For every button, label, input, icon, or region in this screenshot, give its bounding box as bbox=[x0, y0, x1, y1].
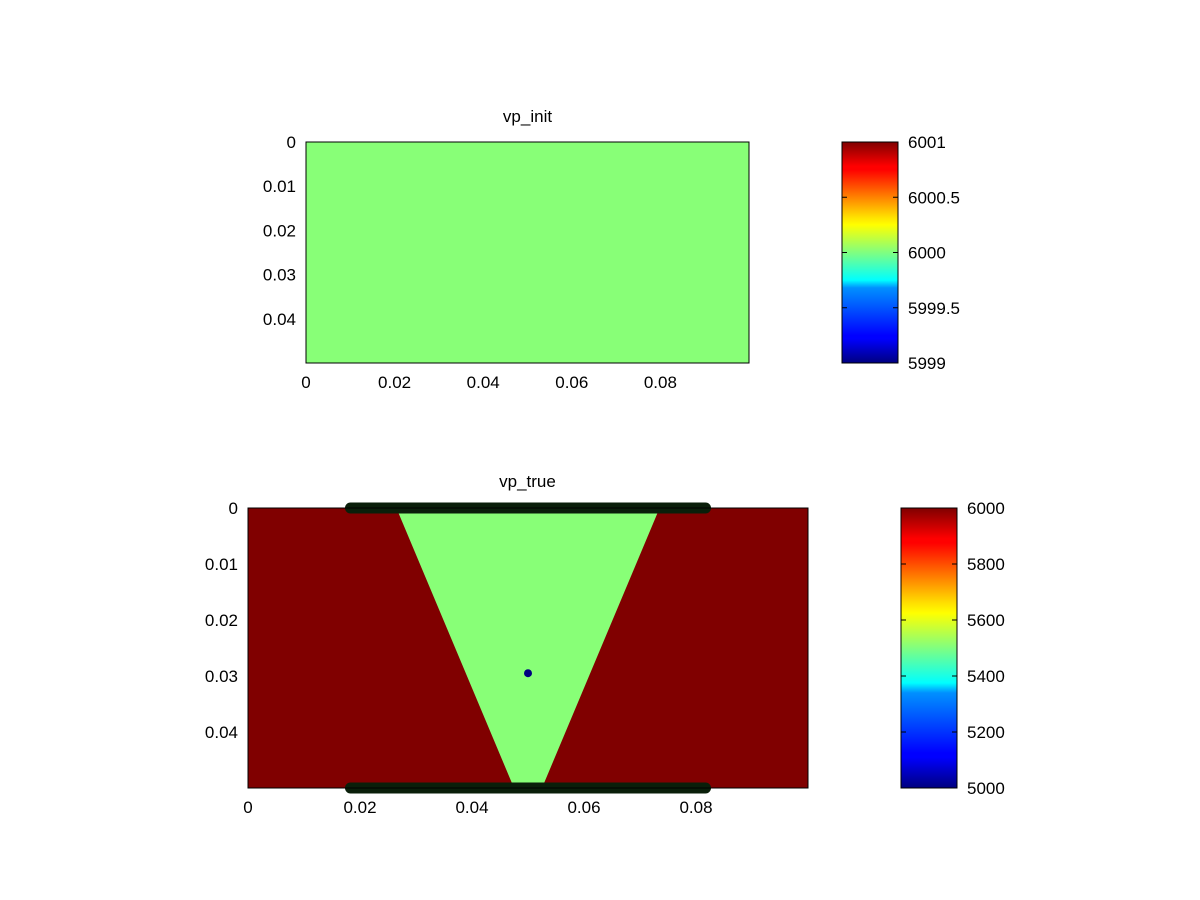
colorbar-tick-label: 6001 bbox=[908, 133, 946, 152]
y-tick-label: 0.04 bbox=[205, 723, 238, 742]
colorbar-tick-label: 5400 bbox=[967, 667, 1005, 686]
y-tick-label: 0 bbox=[287, 133, 296, 152]
y-tick-label: 0.02 bbox=[263, 221, 296, 240]
colorbar-tick-label: 6000.5 bbox=[908, 188, 960, 207]
colorbar-tick-label: 5999 bbox=[908, 354, 946, 373]
colorbar-tick-label: 5600 bbox=[967, 611, 1005, 630]
wedge-region bbox=[396, 508, 660, 788]
x-tick-label: 0.08 bbox=[644, 373, 677, 392]
colorbar-tick-label: 5000 bbox=[967, 779, 1005, 798]
vp-true-plot: vp_true 0 0.02 0.04 0.06 0.08 00.010.020.030… bbox=[205, 472, 809, 817]
velocity-field bbox=[306, 142, 749, 363]
vp-init-colorbar: 6001 6000.5 6000 5999.5 5999 bbox=[841, 133, 960, 373]
colorbar-gradient bbox=[900, 507, 958, 789]
vp-true-colorbar: 6000 5800 5600 5400 5200 5000 bbox=[900, 499, 1005, 798]
plot-title: vp_init bbox=[503, 107, 552, 126]
colorbar-tick-labels: 6000 5800 5600 5400 5200 5000 bbox=[901, 499, 1005, 798]
x-tick-label: 0.02 bbox=[343, 798, 376, 817]
colorbar-tick-label: 6000 bbox=[908, 244, 946, 263]
colorbar-tick-label: 5200 bbox=[967, 723, 1005, 742]
colorbar-gradient bbox=[841, 141, 899, 364]
axes-frame bbox=[247, 507, 809, 789]
plot-title: vp_true bbox=[499, 472, 556, 491]
x-tick-labels: 0 0.02 0.04 0.06 0.08 bbox=[301, 373, 677, 392]
y-tick-labels: 0 0.01 0.02 0.03 0.04 bbox=[205, 499, 238, 742]
x-tick-labels: 0 0.02 0.04 0.06 0.08 bbox=[243, 798, 712, 817]
axes-frame bbox=[305, 141, 750, 364]
x-tick-label: 0 bbox=[243, 798, 252, 817]
colorbar-tick-labels: 6001 6000.5 6000 5999.5 5999 bbox=[842, 133, 960, 373]
x-tick-label: 0.08 bbox=[679, 798, 712, 817]
x-tick-label: 0.04 bbox=[455, 798, 488, 817]
x-tick-label: 0.02 bbox=[378, 373, 411, 392]
y-tick-label: 0.02 bbox=[205, 611, 238, 630]
y-tick-label: 0.03 bbox=[263, 266, 296, 285]
x-tick-label: 0.06 bbox=[567, 798, 600, 817]
source-point bbox=[524, 669, 532, 678]
x-tick-label: 0.06 bbox=[555, 373, 588, 392]
y-tick-label: 0 bbox=[229, 499, 238, 518]
y-tick-label: 0.01 bbox=[205, 555, 238, 574]
colorbar-tick-label: 5800 bbox=[967, 555, 1005, 574]
x-tick-label: 0 bbox=[301, 373, 310, 392]
x-tick-label: 0.04 bbox=[467, 373, 500, 392]
y-tick-labels: 0 0.01 0.02 0.03 0.04 bbox=[263, 133, 296, 329]
y-tick-label: 0.04 bbox=[263, 310, 296, 329]
y-tick-label: 0.01 bbox=[263, 177, 296, 196]
colorbar-tick-label: 5999.5 bbox=[908, 299, 960, 318]
vp-init-plot: vp_init 0 0.02 0.04 0.06 0.08 00.010.020.030… bbox=[263, 107, 750, 392]
y-tick-label: 0.03 bbox=[205, 667, 238, 686]
colorbar-tick-label: 6000 bbox=[967, 499, 1005, 518]
